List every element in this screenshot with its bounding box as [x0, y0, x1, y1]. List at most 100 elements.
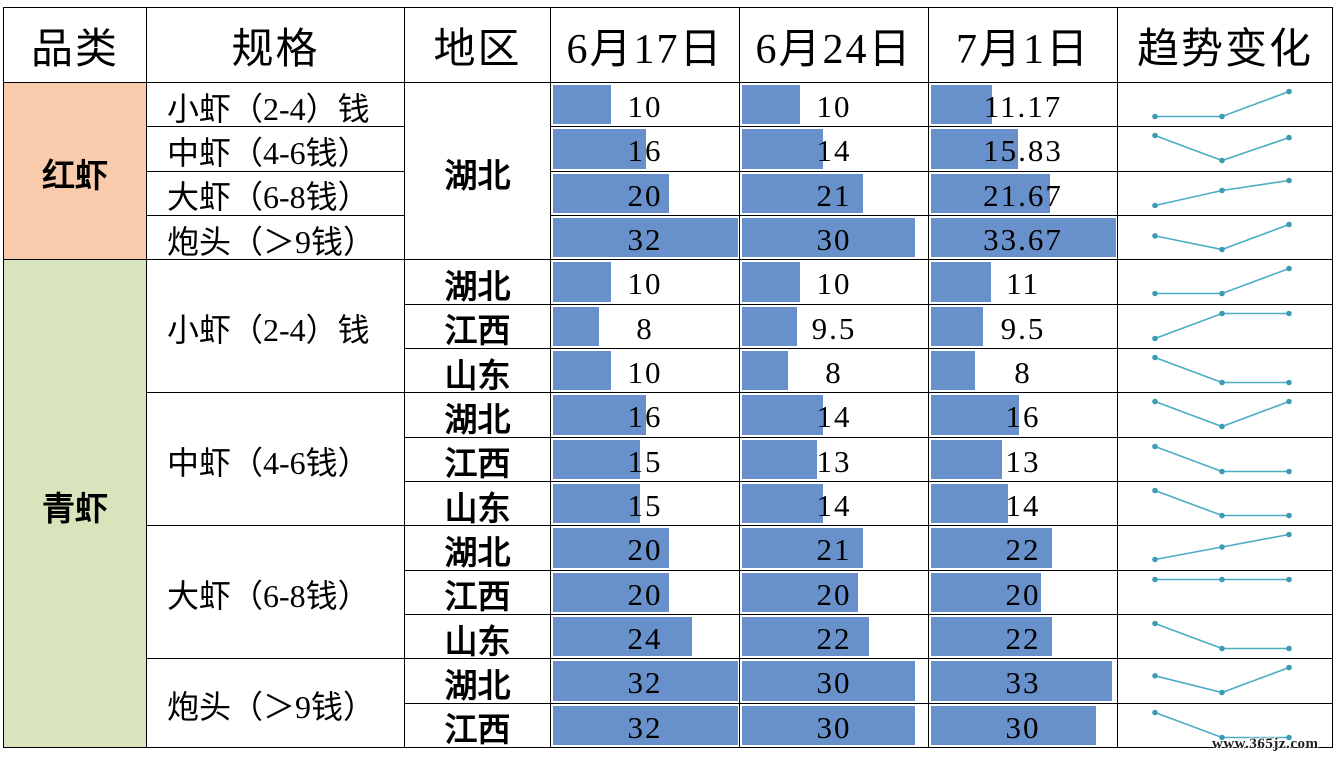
region-cell: 湖北 [405, 659, 551, 704]
sparkline-line [1154, 445, 1289, 472]
sparkline-line [1155, 90, 1290, 118]
header-category: 品类 [4, 8, 147, 83]
price-value: 20 [627, 576, 663, 612]
category-cell: 红虾 [4, 83, 147, 261]
trend-cell [1118, 437, 1333, 482]
data-bar [931, 616, 1052, 657]
sparkline [1152, 133, 1292, 164]
price-value: 8 [636, 310, 654, 346]
sparkline-line [1154, 667, 1290, 694]
region-cell: 湖北 [405, 260, 551, 305]
sparkline-point [1219, 187, 1225, 193]
price-cell: 22 [929, 614, 1118, 660]
sparkline-line [1154, 711, 1289, 738]
data-bar [742, 262, 800, 302]
sparkline [1152, 531, 1292, 563]
sparkline-line [1154, 401, 1290, 428]
price-value: 20 [816, 576, 852, 612]
price-cell: 20 [551, 171, 740, 216]
data-bar [742, 85, 800, 125]
sparkline-point [1286, 379, 1292, 386]
data-bar [742, 439, 818, 479]
header-date: 6月24日 [740, 8, 929, 83]
price-cell: 32 [551, 703, 740, 748]
sparkline-point [1219, 512, 1225, 519]
spec-cell: 小虾（2-4）钱 [147, 83, 405, 128]
price-value: 30 [816, 665, 852, 701]
data-bar [931, 483, 1008, 524]
price-cell: 16 [929, 393, 1118, 438]
data-bar [931, 306, 984, 346]
price-cell: 15 [551, 481, 740, 527]
data-bar [553, 616, 692, 657]
sparkline-point [1219, 576, 1225, 582]
price-cell: 14 [929, 481, 1118, 527]
sparkline-point [1152, 335, 1158, 341]
price-value: 14 [816, 133, 852, 169]
spec-cell: 炮头（＞9钱） [147, 659, 405, 748]
header-region: 地区 [405, 8, 551, 83]
sparkline-line [1154, 223, 1290, 251]
price-value: 21.67 [983, 177, 1063, 213]
price-value: 11 [1006, 266, 1040, 302]
region-cell: 山东 [405, 348, 551, 394]
price-value: 30 [816, 709, 852, 745]
sparkline [1152, 443, 1292, 474]
trend-cell [1118, 481, 1333, 527]
sparkline-point [1152, 487, 1158, 494]
sparkline-point [1286, 664, 1292, 671]
sparkline-point [1152, 233, 1158, 239]
data-bar [742, 483, 823, 524]
price-cell: 15 [551, 437, 740, 482]
sparkline-point [1152, 398, 1158, 405]
trend-cell [1118, 127, 1333, 172]
data-bar [553, 439, 640, 479]
price-value: 10 [627, 355, 663, 391]
price-cell: 24 [551, 614, 740, 660]
data-bar [742, 528, 864, 568]
price-cell: 13 [929, 437, 1118, 482]
trend-cell [1118, 526, 1333, 571]
price-cell: 20 [740, 570, 929, 615]
data-bar [553, 262, 611, 302]
price-value: 22 [816, 621, 852, 657]
sparkline-point [1219, 379, 1225, 386]
price-value: 14 [1005, 488, 1041, 524]
price-value: 32 [627, 222, 663, 258]
price-value: 16 [627, 399, 663, 435]
spec-cell: 大虾（6-8钱） [147, 526, 405, 660]
data-bar [553, 661, 738, 701]
price-value: 14 [816, 488, 852, 524]
sparkline-line [1154, 135, 1290, 162]
price-cell: 33 [929, 659, 1118, 704]
price-value: 16 [1005, 399, 1041, 435]
sparkline-point [1219, 158, 1225, 164]
price-cell: 21.67 [929, 171, 1118, 216]
spec-cell: 中虾（4-6钱） [147, 393, 405, 527]
header-date: 7月1日 [929, 8, 1118, 83]
region-cell: 江西 [405, 570, 551, 615]
price-value: 24 [627, 621, 663, 657]
spec-cell: 小虾（2-4）钱 [147, 260, 405, 394]
data-bar [553, 306, 600, 346]
price-cell: 11 [929, 260, 1118, 305]
spec-cell: 炮头（＞9钱） [147, 215, 405, 261]
sparkline-point [1152, 202, 1158, 208]
price-cell: 30 [740, 659, 929, 704]
data-bar [742, 395, 823, 435]
data-bar [742, 350, 789, 391]
price-cell: 10 [740, 260, 929, 305]
data-bar [553, 350, 611, 391]
price-table: 品类 规格 地区 6月17日 6月24日 7月1日 趋势变化 红虾 小虾（2-4… [3, 7, 1333, 748]
price-value: 9.5 [811, 310, 857, 346]
spec-cell: 大虾（6-8钱） [147, 171, 405, 216]
trend-cell [1118, 304, 1333, 349]
price-value: 13 [1005, 443, 1041, 479]
sparkline [1152, 221, 1292, 253]
region-cell: 湖北 [405, 526, 551, 571]
price-value: 10 [816, 266, 852, 302]
data-bar [742, 572, 858, 612]
sparkline [1152, 664, 1292, 696]
data-bar [931, 572, 1041, 612]
price-value: 8 [1014, 355, 1032, 391]
